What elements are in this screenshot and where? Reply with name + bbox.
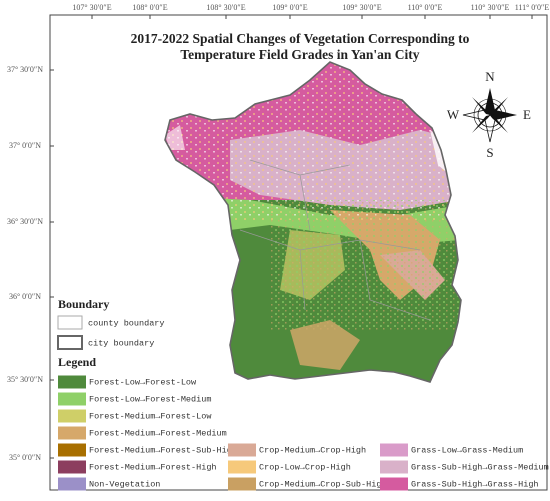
legend-swatch bbox=[58, 392, 86, 406]
longitude-label: 109° 30′0″E bbox=[342, 3, 381, 12]
city-boundary-swatch bbox=[57, 335, 83, 350]
longitude-label: 109° 0′0″E bbox=[272, 3, 307, 12]
legend-label: Forest-Medium→Forest-Medium bbox=[89, 428, 227, 438]
legend-label: Forest-Low→Forest-Medium bbox=[89, 394, 211, 404]
legend-label: Forest-Medium→Forest-High bbox=[89, 462, 217, 472]
longitude-label: 107° 30′0″E bbox=[72, 3, 111, 12]
legend-label: Forest-Medium→Forest-Low bbox=[89, 411, 212, 421]
legend-swatch bbox=[380, 477, 408, 491]
longitude-label: 108° 0′0″E bbox=[132, 3, 167, 12]
county-boundary-swatch bbox=[57, 315, 83, 330]
longitude-label: 111° 0′0″E bbox=[515, 3, 550, 12]
legend-label: Non-Vegetation bbox=[89, 479, 160, 489]
legend-swatch bbox=[228, 443, 256, 457]
legend-swatch bbox=[380, 443, 408, 457]
legend-swatch bbox=[58, 477, 86, 491]
longitude-label: 110° 30′0″E bbox=[471, 3, 510, 12]
legend-label: Grass-Low→Grass-Medium bbox=[411, 445, 523, 455]
boundary-heading: Boundary bbox=[58, 297, 109, 311]
map-title: Temperature Field Grades in Yan'an City bbox=[180, 47, 419, 62]
latitude-label: 35° 0′0″N bbox=[9, 453, 41, 462]
legend-swatch bbox=[228, 460, 256, 474]
legend-label: Crop-Low→Crop-High bbox=[259, 462, 351, 472]
latitude-label: 36° 30′0″N bbox=[7, 217, 43, 226]
legend-label: Grass-Sub-High→Grass-High bbox=[411, 479, 539, 489]
legend-label: Crop-Medium→Crop-Sub-High bbox=[259, 479, 387, 489]
compass bbox=[462, 88, 517, 143]
legend-swatch bbox=[380, 460, 408, 474]
legend-swatch bbox=[58, 443, 86, 457]
legend-label: Forest-Medium→Forest-Sub-High bbox=[89, 445, 237, 455]
legend-swatch bbox=[58, 426, 86, 440]
compass-south: S bbox=[486, 145, 493, 160]
legend-swatch bbox=[58, 460, 86, 474]
boundary-label: county boundary bbox=[88, 318, 165, 328]
legend-label: Forest-Low→Forest-Low bbox=[89, 377, 197, 387]
legend-label: Crop-Medium→Crop-High bbox=[259, 445, 366, 455]
latitude-label: 37° 30′0″N bbox=[7, 65, 43, 74]
legend-label: Grass-Sub-High→Grass-Medium bbox=[411, 462, 549, 472]
legend-heading: Legend bbox=[58, 355, 96, 369]
compass-east: E bbox=[523, 107, 531, 122]
legend-swatch bbox=[58, 375, 86, 389]
latitude-label: 35° 30′0″N bbox=[7, 375, 43, 384]
longitude-label: 108° 30′0″E bbox=[206, 3, 245, 12]
compass-west: W bbox=[447, 107, 460, 122]
longitude-label: 110° 0′0″E bbox=[408, 3, 443, 12]
map-title: 2017-2022 Spatial Changes of Vegetation … bbox=[131, 31, 470, 46]
latitude-label: 36° 0′0″N bbox=[9, 292, 41, 301]
latitude-label: 37° 0′0″N bbox=[9, 141, 41, 150]
boundary-label: city boundary bbox=[88, 338, 154, 348]
compass-north: N bbox=[485, 69, 495, 84]
county-boundary-lines bbox=[239, 159, 431, 321]
legend-swatch bbox=[58, 409, 86, 423]
legend-swatch bbox=[228, 477, 256, 491]
